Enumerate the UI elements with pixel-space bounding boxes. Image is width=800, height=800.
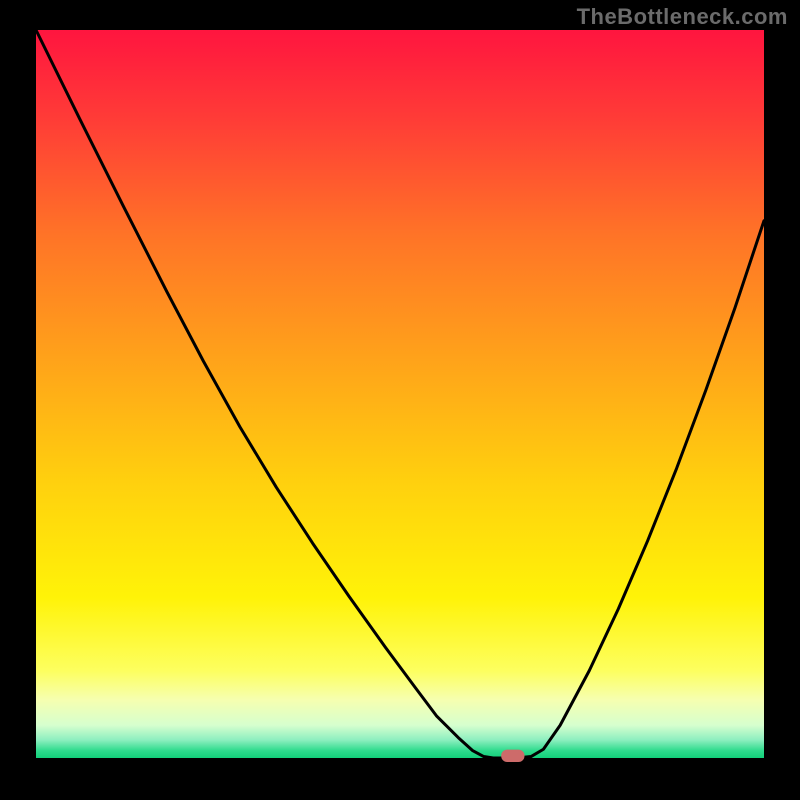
bottleneck-chart <box>0 0 800 800</box>
chart-stage: TheBottleneck.com <box>0 0 800 800</box>
plot-background <box>36 30 764 758</box>
optimal-marker <box>501 750 524 762</box>
watermark-text: TheBottleneck.com <box>577 4 788 30</box>
